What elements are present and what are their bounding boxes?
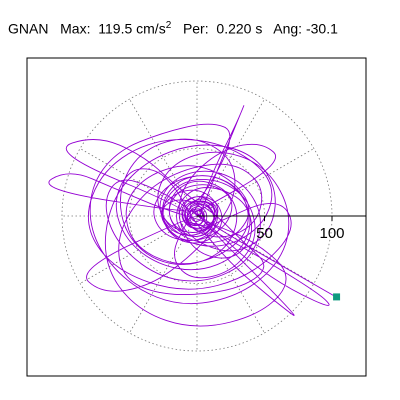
grid-spoke-240 xyxy=(129,215,198,334)
grid-spoke-300 xyxy=(196,215,265,334)
radial-tick-label-50: 50 xyxy=(256,225,273,242)
max-unit: cm/s xyxy=(136,20,166,37)
peak-group xyxy=(333,293,341,301)
trace-group xyxy=(48,105,337,327)
grid-spoke-120 xyxy=(129,98,198,217)
chart-title: GNAN Max: 119.5 cm/s2 Per: 0.220 s Ang: … xyxy=(8,20,338,37)
series-line-0 xyxy=(48,105,337,327)
grid-spoke-30 xyxy=(196,148,315,217)
max-label: Max: xyxy=(60,20,91,37)
station-code: GNAN xyxy=(8,20,49,37)
per-label: Per: xyxy=(182,20,209,37)
grid-spoke-210 xyxy=(79,215,198,284)
max-value: 119.5 xyxy=(98,20,133,37)
ang-label: Ang: xyxy=(273,20,303,37)
grid-spoke-150 xyxy=(79,148,198,217)
plot-frame xyxy=(26,57,367,377)
grid-spoke-60 xyxy=(196,98,265,217)
per-value: 0.220 s xyxy=(216,20,263,37)
peak-marker xyxy=(333,293,341,301)
radial-tick-label-100: 100 xyxy=(319,225,344,242)
ang-value: -30.1 xyxy=(305,20,338,37)
grid-spoke-330 xyxy=(196,215,315,284)
axes-group: 50 100 xyxy=(197,215,366,242)
max-unit-exponent: 2 xyxy=(165,20,172,31)
